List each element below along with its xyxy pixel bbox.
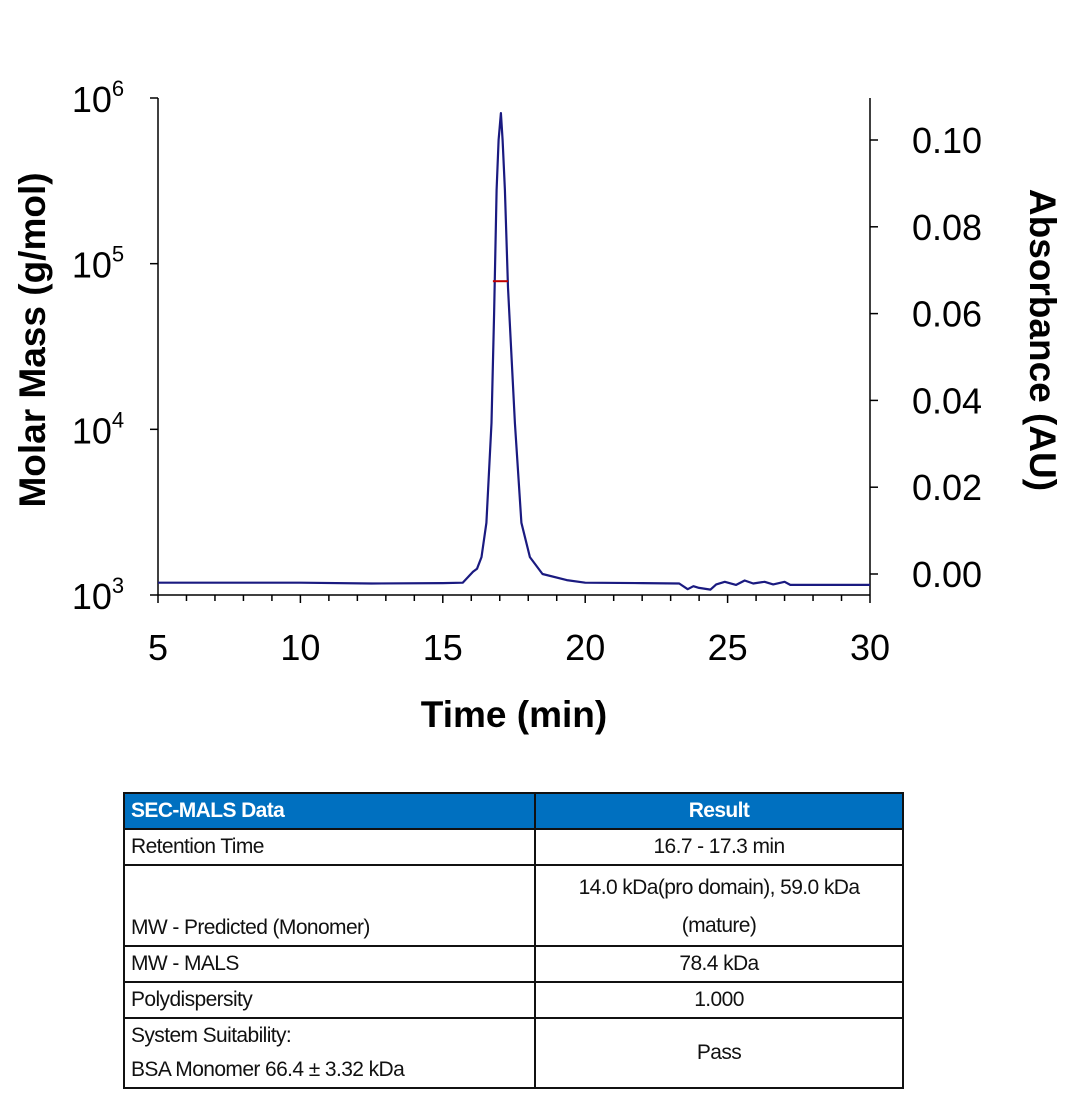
table-row: Retention Time 16.7 - 17.3 min [123,828,904,866]
x-tick-label: 25 [708,627,748,668]
label-text: MW - Predicted (Monomer) [131,916,370,939]
sec-mals-table: SEC-MALS Data Result Retention Time 16.7… [123,792,904,1089]
y-right-axis-label: Absorbance (AU) [1022,189,1063,491]
axes: 5 10 15 20 25 30 103 104 105 106 0.00 0.02 0.04 0.06 0… [72,76,982,668]
row-value: 16.7 - 17.3 min [534,828,904,866]
row-label: Polydispersity [123,981,536,1019]
row-label: Retention Time [123,828,536,866]
row-value: 14.0 kDa(pro domain), 59.0 kDa (mature) [534,864,904,947]
y-right-tick-label: 0.06 [912,294,982,335]
table-row: MW - MALS 78.4 kDa [123,945,904,983]
label-text: System Suitability: [131,1024,292,1047]
row-value: 1.000 [534,981,904,1019]
label-text: MW - MALS [131,952,239,975]
row-label: System Suitability: BSA Monomer 66.4 ± 3.… [123,1017,536,1089]
x-tick-label: 15 [423,627,463,668]
table-row: System Suitability: BSA Monomer 66.4 ± 3.… [123,1017,904,1089]
value-text: (mature) [681,914,757,937]
header-result: Result [534,792,904,830]
row-label: MW - MALS [123,945,536,983]
x-axis-label: Time (min) [421,694,607,735]
value-text: 1.000 [694,988,744,1011]
y-right-tick-label: 0.02 [912,467,982,508]
x-tick-label: 20 [565,627,605,668]
series [158,111,870,591]
y-left-axis-label: Molar Mass (g/mol) [12,172,53,507]
y-left-tick-label: 105 [72,242,124,286]
table-row: Polydispersity 1.000 [123,981,904,1019]
row-value: Pass [534,1017,904,1089]
header-sec-mals-data: SEC-MALS Data [123,792,536,830]
y-right-tick-label: 0.00 [912,554,982,595]
row-label: MW - Predicted (Monomer) [123,864,536,947]
label-text: BSA Monomer 66.4 ± 3.32 kDa [131,1058,405,1081]
sec-mals-chart: 5 10 15 20 25 30 103 104 105 106 0.00 0.02 0.04 0.06 0… [12,76,1063,735]
x-tick-label: 5 [148,627,168,668]
table-header-row: SEC-MALS Data Result [123,792,904,830]
label-text: Polydispersity [131,988,253,1011]
table-row: MW - Predicted (Monomer) 14.0 kDa(pro do… [123,864,904,947]
value-text: 78.4 kDa [679,952,759,975]
value-text: Pass [696,1041,742,1064]
value-text: 14.0 kDa(pro domain), 59.0 kDa [578,876,860,899]
y-left-tick-label: 106 [72,76,124,120]
y-right-tick-label: 0.04 [912,380,982,421]
y-left-tick-label: 103 [72,573,124,617]
x-tick-label: 10 [280,627,320,668]
absorbance-series [158,111,870,591]
row-value: 78.4 kDa [534,945,904,983]
x-tick-label: 30 [850,627,890,668]
value-text: 16.7 - 17.3 min [653,835,785,858]
y-right-tick-label: 0.08 [912,207,982,248]
y-left-tick-label: 104 [72,407,124,451]
y-right-tick-label: 0.10 [912,120,982,161]
label-text: Retention Time [131,835,264,858]
